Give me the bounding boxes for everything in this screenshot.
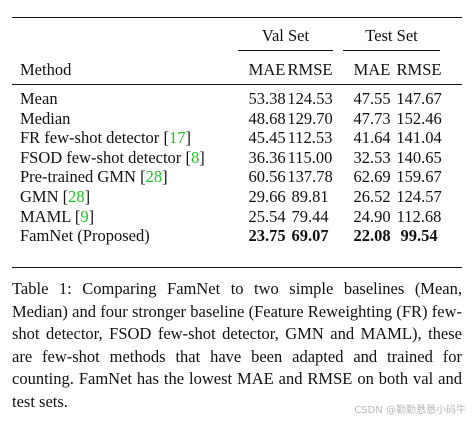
value-cell: 47.55: [353, 89, 391, 108]
method-cell: Pre-trained GMN [28]: [20, 167, 168, 187]
value-cell: 147.67: [396, 89, 442, 108]
value-cell: 140.65: [396, 147, 442, 167]
column-header: RMSE: [287, 60, 333, 79]
group-rule: [343, 50, 440, 51]
citation: [28]: [62, 187, 91, 206]
method-cell: Median: [20, 109, 70, 129]
group-header: Test Set: [365, 26, 418, 45]
citation: [17]: [163, 128, 191, 148]
watermark: CSDN @勤勤恳恳小码牛: [354, 405, 466, 416]
top-rule: [12, 17, 462, 19]
bottom-rule: [12, 267, 462, 269]
value-cell: 24.90: [353, 206, 391, 226]
method-name: GMN: [20, 187, 59, 206]
value-cell: 112.53: [287, 128, 333, 148]
value-cell: 112.68: [396, 206, 442, 226]
column-header: MAE: [248, 60, 286, 79]
caption: Table 1: Comparing FamNet to two simple …: [12, 278, 462, 414]
method-cell: FR few-shot detector [17]: [20, 128, 191, 148]
value-cell: 47.73: [353, 108, 391, 128]
method-cell: FSOD few-shot detector [8]: [20, 148, 205, 168]
method-name: FamNet (Proposed): [20, 226, 150, 246]
value-cell: 137.78: [287, 167, 333, 187]
value-cell: 69.07: [291, 226, 329, 246]
value-cell: 79.44: [291, 206, 329, 226]
method-cell: MAML [9]: [20, 207, 94, 227]
caption-label: Table 1:: [12, 279, 72, 298]
value-cell: 41.64: [353, 128, 391, 148]
method-name: FR few-shot detector: [20, 128, 160, 148]
value-cell: 45.45: [248, 128, 286, 148]
method-name: Mean: [20, 89, 58, 108]
value-cell: 99.54: [400, 226, 438, 246]
method-cell: Mean: [20, 89, 58, 109]
value-cell: 26.52: [353, 187, 391, 206]
column-header: MAE: [353, 60, 391, 79]
value-cell: 152.46: [396, 108, 442, 128]
citation: [28]: [140, 167, 168, 187]
method-cell: GMN [28]: [20, 187, 90, 207]
value-cell: 124.53: [287, 89, 333, 108]
group-rule: [238, 50, 333, 51]
value-cell: 23.75: [248, 226, 286, 246]
column-header: RMSE: [396, 60, 442, 79]
citation: [8]: [185, 147, 205, 167]
method-name: FSOD few-shot detector: [20, 147, 182, 167]
method-cell: FamNet (Proposed): [20, 226, 150, 246]
value-cell: 22.08: [353, 226, 391, 246]
value-cell: 141.04: [396, 128, 442, 148]
column-header: Method: [20, 60, 72, 79]
method-name: MAML: [20, 206, 71, 226]
value-cell: 115.00: [287, 147, 333, 167]
value-cell: 129.70: [287, 108, 333, 128]
value-cell: 25.54: [248, 206, 286, 226]
header-rule: [12, 84, 462, 85]
value-cell: 124.57: [396, 187, 442, 206]
value-cell: 159.67: [396, 167, 442, 187]
value-cell: 60.56: [248, 167, 286, 187]
method-name: Median: [20, 108, 71, 128]
citation: [9]: [74, 206, 95, 226]
method-name: Pre-trained GMN: [20, 167, 136, 187]
value-cell: 29.66: [248, 187, 286, 206]
value-cell: 53.38: [248, 89, 286, 108]
value-cell: 32.53: [353, 147, 391, 167]
group-header: Val Set: [261, 26, 310, 45]
caption-text: Comparing FamNet to two simple baselines…: [12, 279, 463, 411]
value-cell: 36.36: [248, 147, 286, 167]
value-cell: 89.81: [291, 187, 329, 206]
value-cell: 62.69: [353, 167, 391, 187]
value-cell: 48.68: [248, 108, 286, 128]
